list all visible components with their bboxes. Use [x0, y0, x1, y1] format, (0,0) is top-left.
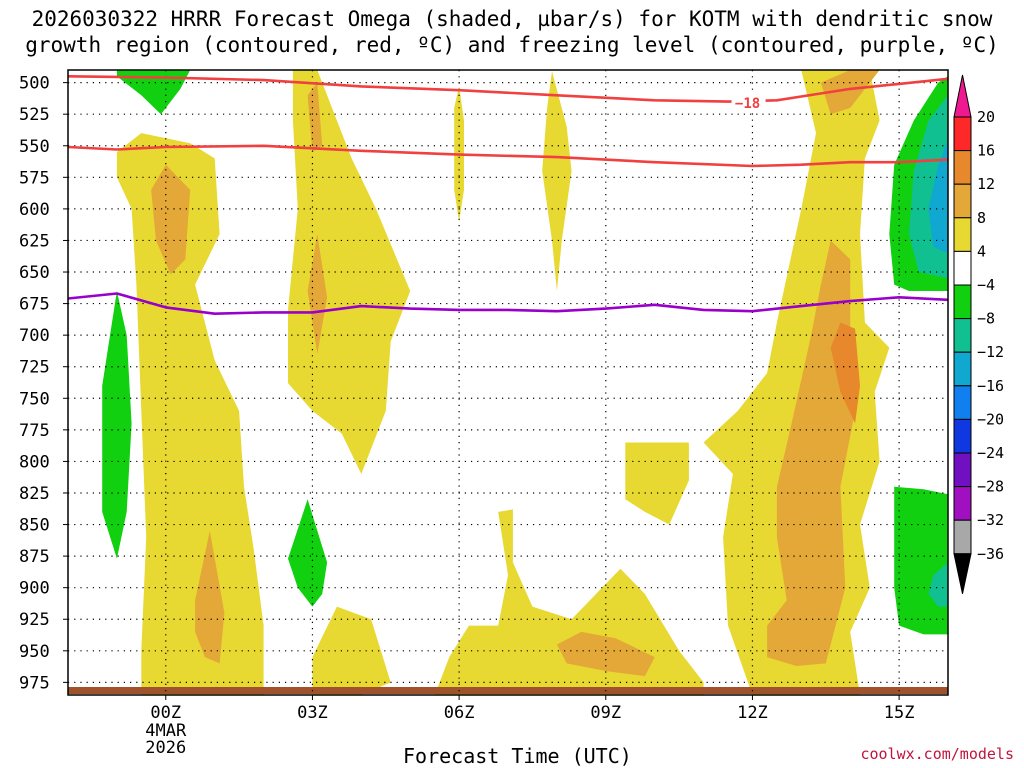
- colorbar-level-label: −28: [977, 478, 1004, 496]
- region-orange-patch-03z-mid: [307, 234, 328, 355]
- shaded-regions: [102, 70, 948, 695]
- region-yellow-box-10z: [625, 442, 689, 525]
- x-tick-sublabel: 4MAR: [145, 721, 187, 741]
- colorbar-level-label: −12: [977, 343, 1004, 361]
- region-green-top-00z: [116, 70, 191, 115]
- region-green-03z: [288, 499, 328, 607]
- colorbar-bottom-triangle: [953, 553, 972, 594]
- colorbar-bin: [953, 418, 972, 454]
- colorbar-bin: [953, 284, 972, 320]
- x-tick-label: 15Z: [884, 703, 915, 723]
- credit-link[interactable]: coolwx.com/models: [860, 745, 1014, 763]
- y-tick-label: 675: [19, 295, 50, 315]
- colorbar-level-label: −36: [977, 545, 1004, 563]
- colorbar-level-label: 12: [977, 175, 995, 193]
- colorbar-level-label: −32: [977, 511, 1004, 529]
- title-line-1: 2026030322 HRRR Forecast Omega (shaded, …: [31, 7, 993, 31]
- title-line-2: growth region (contoured, red, ºC) and f…: [25, 33, 999, 57]
- colorbar-level-label: 8: [977, 209, 986, 227]
- colorbar-bin: [953, 116, 972, 152]
- colorbar-bin: [953, 519, 972, 555]
- y-tick-label: 700: [19, 326, 50, 346]
- y-tick-label: 750: [19, 389, 50, 409]
- region-yellow-bottom-05z-12z: [312, 606, 391, 695]
- y-tick-label: 800: [19, 452, 50, 472]
- colorbar-bin: [953, 150, 972, 185]
- colorbar-level-label: −8: [977, 310, 995, 328]
- colorbar-level-label: −4: [977, 276, 995, 294]
- y-tick-label: 525: [19, 105, 50, 125]
- region-orange-patch-01z: [195, 530, 225, 664]
- y-tick-label: 650: [19, 263, 50, 283]
- region-orange-top-right: [820, 70, 880, 115]
- contour-label: −18: [735, 96, 760, 112]
- colorbar-level-label: 16: [977, 142, 995, 160]
- contour-freezing-level: [68, 292, 948, 315]
- region-teal-right-bottom: [928, 562, 948, 607]
- contour-dgz-upper: [68, 75, 948, 103]
- y-tick-label: 825: [19, 484, 50, 504]
- region-orange-core-14z: [830, 322, 860, 424]
- y-tick-label: 575: [19, 168, 50, 188]
- x-tick-label: 12Z: [737, 703, 768, 723]
- colorbar-bin: [953, 318, 972, 353]
- y-tick-label: 950: [19, 642, 50, 662]
- plot-border: [67, 69, 949, 696]
- y-tick-label: 925: [19, 610, 50, 630]
- ground-strip: [68, 687, 948, 694]
- contour-lines: −18: [68, 75, 948, 315]
- colorbar-bin: [953, 486, 972, 521]
- region-orange-patch-03z-upper: [307, 82, 323, 153]
- colorbar-bin: [953, 452, 972, 488]
- region-cyan-right-top: [928, 139, 948, 254]
- y-tick-label: 600: [19, 200, 50, 220]
- x-axis-label: Forecast Time (UTC): [403, 744, 632, 768]
- region-yellow-band-03z: [288, 70, 411, 474]
- x-tick-sublabel: 2026: [145, 738, 186, 758]
- region-green-right-bottom: [894, 486, 948, 635]
- colorbar-bin: [953, 385, 972, 420]
- chart-title: 2026030322 HRRR Forecast Omega (shaded, …: [0, 6, 1024, 58]
- region-yellow-band-00z: [116, 133, 264, 695]
- y-tick-label: 500: [19, 74, 50, 94]
- colorbar-level-label: −20: [977, 410, 1004, 428]
- x-tick-label: 09Z: [590, 703, 621, 723]
- x-tick-label: 06Z: [444, 703, 475, 723]
- y-tick-label: 775: [19, 421, 50, 441]
- region-green-strip-left: [102, 291, 132, 559]
- y-tick-label: 850: [19, 516, 50, 536]
- x-tick-label: 00Z: [150, 703, 181, 723]
- y-axis-ticks: 500 525 550 575 600 625 650 675 700 725 750 775 800 8…: [19, 74, 68, 693]
- region-yellow-sliver-08z: [542, 71, 572, 291]
- colorbar-level-label: −24: [977, 444, 1004, 462]
- x-tick-label: 03Z: [297, 703, 328, 723]
- colorbar-bin: [953, 351, 972, 387]
- colorbar-level-label: 20: [977, 108, 995, 126]
- colorbar: 20 16 12 8 4 −4 −8 −12 −16 −20 −24 −28 −32 −36: [953, 74, 1004, 594]
- y-tick-label: 550: [19, 137, 50, 157]
- colorbar-bin: [953, 217, 972, 252]
- y-tick-label: 875: [19, 547, 50, 567]
- colorbar-top-triangle: [953, 74, 972, 118]
- y-tick-label: 625: [19, 231, 50, 251]
- colorbar-level-label: −16: [977, 377, 1004, 395]
- colorbar-level-label: 4: [977, 242, 986, 260]
- region-orange-patch-00z: [151, 164, 191, 275]
- vertical-gridlines: [165, 70, 900, 695]
- contour-label-bg: [731, 93, 766, 110]
- colorbar-bin: [953, 250, 972, 286]
- y-tick-label: 900: [19, 579, 50, 599]
- y-tick-label: 975: [19, 673, 50, 693]
- colorbar-bin: [953, 183, 972, 219]
- y-tick-label: 725: [19, 358, 50, 378]
- contour-dgz-lower: [68, 144, 948, 168]
